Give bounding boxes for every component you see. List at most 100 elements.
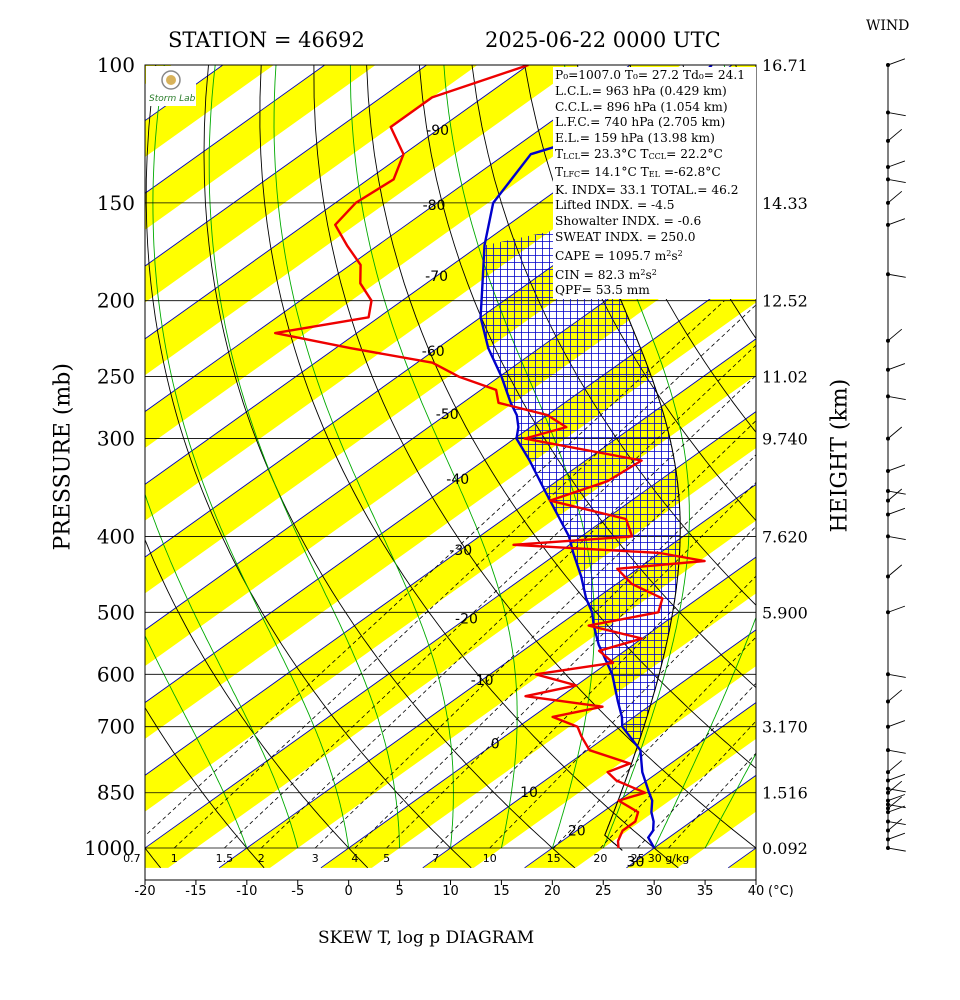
x-tick-label: -5: [291, 884, 304, 899]
pressure-tick-label: 1000: [84, 836, 135, 860]
isotherm-stripe: [145, 65, 580, 376]
isotherm-label: 10: [520, 785, 538, 801]
isotherm-label: -90: [426, 123, 449, 139]
mixing-ratio-label: 4: [351, 852, 358, 865]
x-tick-label: -10: [236, 884, 257, 899]
height-tick-label: 3.170: [762, 718, 808, 737]
wind-barb: [887, 160, 906, 168]
isotherm-label: -10: [471, 673, 494, 689]
wind-barb: [887, 507, 906, 515]
isotherm-line: [145, 192, 756, 631]
storm-lab-logo: Storm Lab: [146, 66, 196, 106]
station-label: STATION = 46692: [168, 28, 365, 52]
x-tick-label: 30: [646, 884, 663, 899]
mixing-ratio-line: [435, 525, 756, 849]
x-tick-label: 25: [595, 884, 612, 899]
isotherm-line: [320, 556, 756, 869]
wind-barb: [887, 788, 906, 793]
wind-barb: [887, 488, 903, 501]
wind-barb: [887, 720, 906, 728]
wind-barb: [887, 218, 906, 226]
wind-barb: [887, 328, 903, 342]
mixing-ratio-line: [489, 575, 756, 849]
height-tick-label: 0.092: [762, 839, 808, 858]
isotherm-label: -50: [436, 407, 459, 423]
pressure-tick-label: 200: [97, 289, 135, 313]
height-tick-label: 9.740: [762, 430, 808, 449]
dry-adiabat: [259, 65, 679, 869]
x-tick-label: 15: [493, 884, 510, 899]
pressure-tick-label: 100: [97, 53, 135, 77]
mixing-ratio-label: 15: [547, 852, 561, 865]
wind-barb: [887, 464, 906, 472]
parcel-curve: [589, 222, 681, 851]
wind-barb: [887, 58, 906, 66]
mixing-ratio-line: [260, 374, 756, 849]
cape-area: [480, 222, 681, 746]
mixing-ratio-line: [386, 481, 756, 849]
pressure-tick-label: 400: [97, 524, 135, 548]
mixing-ratio-line: [173, 304, 756, 849]
pressure-tick-label: 850: [97, 781, 135, 805]
wind-barb: [887, 426, 903, 439]
isotherm-line: [145, 65, 428, 267]
wind-barb: [887, 818, 903, 831]
mixing-ratio-label: 25: [631, 852, 645, 865]
mixing-ratio-label: 1: [171, 852, 178, 865]
dry-adiabat: [145, 538, 369, 869]
wind-barb: [887, 796, 903, 809]
x-tick-label: 5: [395, 884, 403, 899]
mixing-ratio-label: 5: [383, 852, 390, 865]
wind-barb: [887, 673, 906, 678]
mixing-ratio-label: 10: [483, 852, 497, 865]
diagram-title: SKEW T, log p DIAGRAM: [318, 928, 535, 948]
isotherm-label: 0: [491, 736, 500, 752]
dry-adiabat: [145, 65, 472, 869]
x-tick-label: -15: [185, 884, 206, 899]
dewpoint-curve: [274, 65, 706, 849]
wind-barb: [887, 128, 903, 142]
x-tick-label: 40: [748, 884, 765, 899]
temperature-curve: [479, 65, 713, 849]
height-tick-label: 7.620: [762, 527, 808, 546]
logo-text: Storm Lab: [149, 94, 196, 104]
pressure-tick-label: 700: [97, 715, 135, 739]
height-tick-label: 1.516: [762, 784, 808, 803]
mixing-ratio-label: 3: [312, 852, 319, 865]
pressure-tick-label: 500: [97, 600, 135, 624]
isotherm-label: -30: [449, 543, 472, 559]
x-tick-label: 35: [697, 884, 714, 899]
wind-barb: [887, 847, 906, 852]
dry-adiabat: [203, 65, 576, 869]
isotherm-label: 20: [568, 824, 586, 840]
height-tick-label: 16.71: [762, 56, 808, 75]
wind-barb: [887, 832, 906, 840]
pressure-tick-label: 600: [97, 662, 135, 686]
isotherm-label: -40: [446, 472, 469, 488]
mixing-ratio-label: 0.7: [123, 852, 141, 865]
x-tick-label: -20: [134, 884, 155, 899]
wind-barb: [887, 749, 906, 754]
stability-indices-box: P₀=1007.0 T₀= 27.2 Td₀= 24.1 L.C.L.= 963…: [553, 67, 756, 299]
wind-barb: [887, 273, 906, 278]
x-tick-label: 10: [442, 884, 459, 899]
isotherm-line: [145, 65, 326, 194]
pressure-tick-label: 250: [97, 365, 135, 389]
isotherm-stripe: [145, 65, 478, 303]
x-tick-label: 0: [345, 884, 353, 899]
isotherm-label: -70: [425, 269, 448, 285]
height-tick-label: 14.33: [762, 194, 808, 213]
mixing-ratio-label: 20: [593, 852, 607, 865]
wind-barb: [887, 535, 906, 540]
isotherm-stripe: [145, 65, 682, 448]
isotherm-label: -20: [455, 611, 478, 627]
x-tick-label: 20: [544, 884, 561, 899]
x-axis-unit: (°C): [768, 884, 794, 899]
isotherm-label: 30: [627, 854, 645, 870]
wind-barb: [887, 564, 903, 577]
isotherm-line: [145, 411, 756, 849]
wind-title: WIND: [866, 18, 910, 34]
wind-barb: [887, 363, 906, 371]
isotherm-line: [218, 483, 756, 869]
